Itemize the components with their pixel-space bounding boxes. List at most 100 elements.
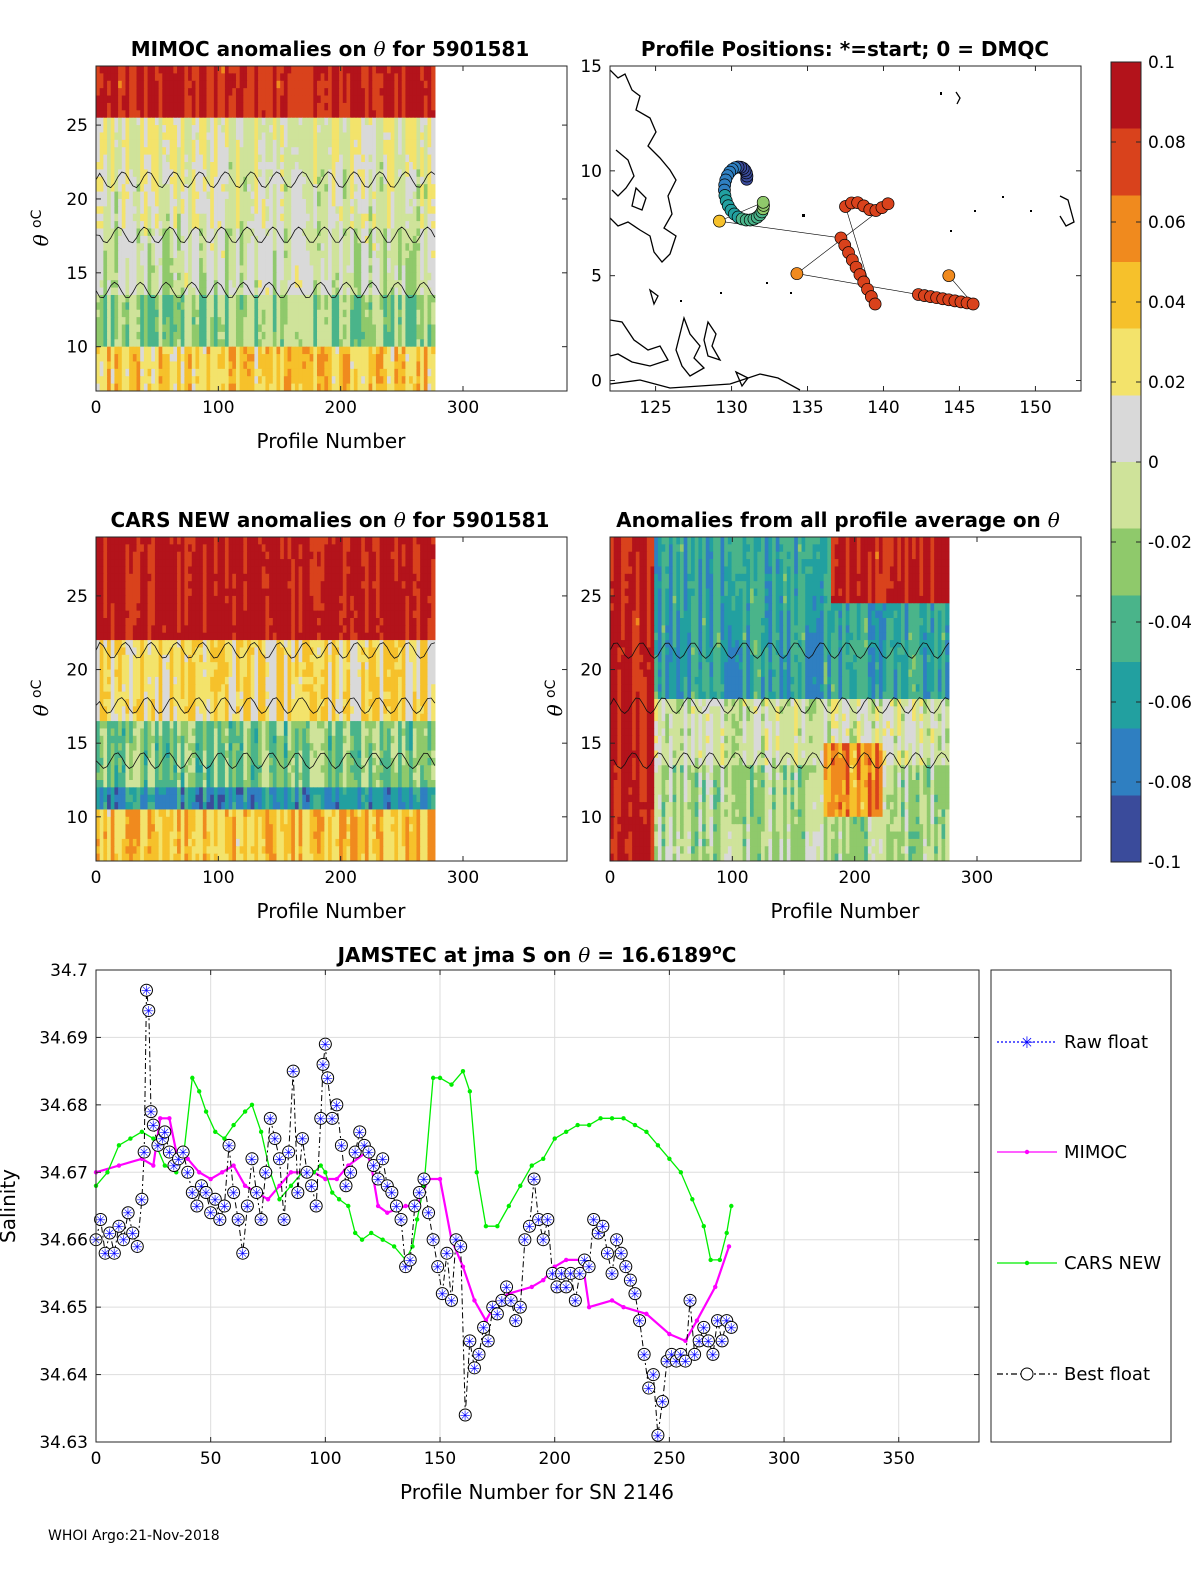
- heatmap-cell: [276, 206, 281, 215]
- heatmap-cell: [143, 66, 149, 74]
- heatmap-cell: [372, 110, 377, 119]
- heatmap-cell: [254, 88, 259, 97]
- heatmap-cell: [427, 280, 432, 289]
- heatmap-cell: [364, 280, 370, 289]
- heatmap-cell: [129, 80, 134, 89]
- heatmap-cell: [202, 206, 208, 215]
- heatmap-cell: [210, 73, 215, 82]
- heatmap-cell: [228, 566, 233, 575]
- heatmap-cell: [143, 206, 149, 215]
- heatmap-cell: [99, 294, 104, 303]
- heatmap-cell: [342, 169, 348, 178]
- heatmap-cell: [409, 354, 414, 363]
- heatmap-cell: [298, 154, 303, 163]
- heatmap-cell: [243, 95, 248, 104]
- heatmap-cell: [213, 147, 219, 156]
- heatmap-cell: [162, 354, 167, 363]
- heatmap-cell: [431, 162, 436, 171]
- heatmap-cell: [280, 125, 285, 134]
- heatmap-cell: [261, 280, 267, 289]
- heatmap-cell: [173, 125, 178, 134]
- heatmap-cell: [394, 265, 399, 274]
- heatmap-cell: [258, 361, 263, 370]
- heatmap-cell: [409, 221, 414, 230]
- heatmap-cell: [294, 581, 300, 590]
- heatmap-cell: [298, 139, 303, 148]
- heatmap-cell: [427, 376, 432, 385]
- heatmap-cell: [405, 551, 410, 560]
- heatmap-cell: [217, 302, 222, 311]
- heatmap-cell: [217, 294, 222, 303]
- heatmap-cell: [361, 368, 366, 377]
- heatmap-cell: [224, 184, 230, 193]
- heatmap-cell: [235, 383, 241, 391]
- heatmap-cell: [298, 551, 303, 560]
- heatmap-cell: [283, 383, 289, 391]
- heatmap-cell: [294, 228, 300, 237]
- heatmap-cell: [224, 258, 230, 267]
- heatmap-cell: [243, 132, 248, 141]
- heatmap-cell: [154, 235, 160, 244]
- heatmap-cell: [173, 566, 178, 575]
- heatmap-cell: [287, 294, 292, 303]
- heatmap-cell: [228, 376, 233, 385]
- heatmap-cell: [353, 361, 359, 370]
- heatmap-cell: [239, 110, 244, 119]
- heatmap-cell: [350, 228, 355, 237]
- heatmap-cell: [287, 117, 292, 126]
- heatmap-cell: [265, 235, 270, 244]
- heatmap-cell: [202, 169, 208, 178]
- heatmap-cell: [243, 80, 248, 89]
- heatmap-cell: [224, 66, 230, 74]
- heatmap-cell: [283, 559, 289, 568]
- heatmap-cell: [394, 280, 399, 289]
- heatmap-cell: [136, 376, 141, 385]
- heatmap-cell: [302, 361, 307, 370]
- heatmap-cell: [375, 537, 381, 545]
- heatmap-cell: [331, 376, 337, 385]
- heatmap-cell: [317, 376, 322, 385]
- heatmap-cell: [188, 317, 193, 326]
- heatmap-cell: [154, 588, 160, 597]
- heatmap-cell: [158, 551, 163, 560]
- heatmap-cell: [431, 581, 436, 590]
- heatmap-cell: [283, 331, 289, 340]
- heatmap-cell: [379, 544, 384, 553]
- heatmap-cell: [154, 573, 160, 582]
- heatmap-cell: [305, 383, 311, 391]
- heatmap-cell: [258, 213, 263, 222]
- heatmap-cell: [217, 265, 222, 274]
- heatmap-cell: [239, 102, 244, 111]
- heatmap-cell: [291, 117, 296, 126]
- heatmap-cell: [158, 250, 163, 259]
- heatmap-cell: [357, 559, 362, 568]
- heatmap-cell: [302, 265, 307, 274]
- heatmap-cell: [427, 324, 432, 333]
- heatmap-cell: [140, 339, 145, 348]
- heatmap-cell: [121, 368, 127, 377]
- heatmap-cell: [353, 162, 359, 171]
- heatmap-cell: [221, 317, 226, 326]
- heatmap-cell: [235, 559, 241, 568]
- heatmap-cell: [114, 317, 119, 326]
- heatmap-cell: [416, 221, 421, 230]
- heatmap-cell: [328, 346, 333, 355]
- heatmap-cell: [280, 294, 285, 303]
- heatmap-cell: [309, 265, 314, 274]
- heatmap-cell: [177, 117, 182, 126]
- heatmap-cell: [103, 154, 108, 163]
- heatmap-cell: [143, 162, 149, 171]
- heatmap-cell: [162, 191, 167, 200]
- heatmap-cell: [361, 294, 366, 303]
- heatmap-cell: [331, 221, 337, 230]
- heatmap-cell: [401, 272, 407, 281]
- heatmap-cell: [368, 581, 373, 590]
- heatmap-cell: [317, 287, 322, 296]
- heatmap-cell: [165, 88, 171, 97]
- heatmap-cell: [401, 88, 407, 97]
- heatmap-cell: [188, 66, 193, 74]
- heatmap-cell: [151, 280, 156, 289]
- heatmap-cell: [269, 147, 274, 156]
- heatmap-cell: [110, 302, 116, 311]
- heatmap-cell: [291, 221, 296, 230]
